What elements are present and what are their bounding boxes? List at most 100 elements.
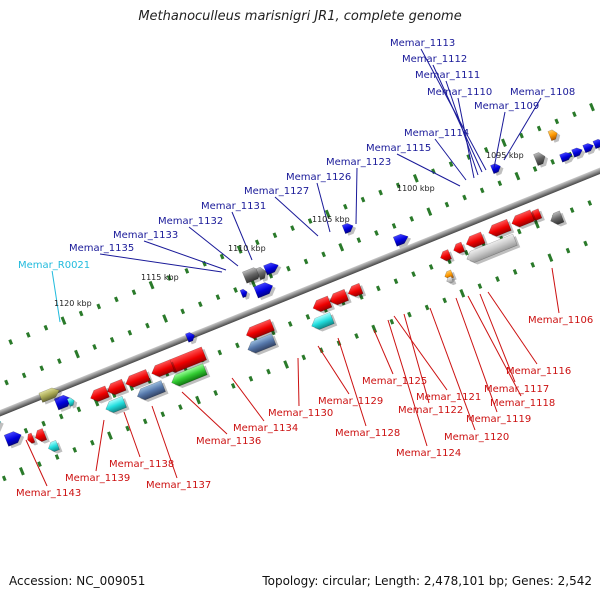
forward-gene-label[interactable]: Memar_1111	[415, 70, 480, 81]
reverse-gene-label[interactable]: Memar_1139	[65, 473, 130, 484]
scale-tick	[160, 411, 166, 418]
scale-tick	[389, 318, 395, 325]
forward-gene-label[interactable]: Memar_1123	[326, 157, 391, 168]
forward-gene-label[interactable]: Memar_1113	[390, 38, 455, 49]
forward-gene-label[interactable]: Memar_1133	[113, 230, 178, 241]
reverse-gene-label[interactable]: Memar_1137	[146, 480, 211, 491]
scale-tick	[78, 310, 84, 317]
reverse-gene-label[interactable]: Memar_1118	[490, 398, 555, 409]
reverse-gene-arrow[interactable]	[135, 380, 166, 403]
reverse-gene-arrow[interactable]	[169, 363, 208, 389]
forward-gene-arrow[interactable]	[559, 150, 573, 163]
forward-gene-arrow[interactable]	[571, 146, 584, 158]
reverse-gene-arrow[interactable]	[548, 210, 565, 227]
scale-tick	[197, 301, 203, 308]
forward-gene-label[interactable]: Memar_1112	[402, 54, 467, 65]
forward-gene-arrow[interactable]	[341, 222, 355, 235]
scale-tick	[127, 329, 133, 336]
reverse-gene-label[interactable]: Memar_1136	[196, 436, 261, 447]
forward-gene-label[interactable]: Memar_1131	[201, 201, 266, 212]
reverse-gene-label[interactable]: Memar_1106	[528, 315, 593, 326]
reverse-gene-label[interactable]: Memar_1120	[444, 432, 509, 443]
scale-tick	[391, 223, 397, 229]
scale-label: 1115 kbp	[141, 273, 179, 282]
reverse-gene-label[interactable]: Memar_1130	[268, 408, 333, 419]
forward-gene-label[interactable]: Memar_1126	[286, 172, 351, 183]
forward-gene-callout-line	[493, 111, 506, 169]
reverse-gene-label[interactable]: Memar_1125	[362, 376, 427, 387]
reverse-gene-label[interactable]: Memar_1134	[233, 423, 298, 434]
scale-tick	[501, 138, 507, 148]
rna-gene-label[interactable]: Memar_R0021	[18, 260, 90, 271]
reverse-gene-arrow[interactable]	[346, 282, 364, 298]
forward-gene-arrow[interactable]	[582, 142, 595, 154]
forward-gene-arrow[interactable]	[253, 280, 275, 299]
reverse-gene-label[interactable]: Memar_1122	[398, 405, 463, 416]
reverse-gene-arrow[interactable]	[327, 288, 350, 307]
forward-gene-label[interactable]: Memar_1135	[69, 243, 134, 254]
reverse-gene-label[interactable]: Memar_1138	[109, 459, 174, 470]
reverse-gene-arrow[interactable]	[309, 311, 335, 331]
topology-value: circular	[322, 574, 367, 588]
forward-gene-arrow[interactable]	[547, 128, 559, 142]
reverse-gene-arrow[interactable]	[246, 333, 277, 356]
reverse-gene-arrow[interactable]	[446, 275, 454, 284]
reverse-gene-arrow[interactable]	[104, 395, 127, 415]
forward-gene-arrow[interactable]	[263, 261, 281, 276]
reverse-gene-arrow[interactable]	[464, 231, 486, 250]
reverse-gene-arrow[interactable]	[33, 428, 48, 443]
reverse-gene-label[interactable]: Memar_1124	[396, 448, 461, 459]
forward-gene-label[interactable]: Memar_1109	[474, 101, 539, 112]
forward-gene-label[interactable]: Memar_1132	[158, 216, 223, 227]
forward-gene-arrow[interactable]	[239, 288, 249, 299]
scale-tick	[360, 196, 366, 203]
scale-tick	[286, 265, 291, 272]
forward-gene-arrow[interactable]	[255, 266, 268, 281]
reverse-gene-label[interactable]: Memar_1119	[466, 414, 531, 425]
reverse-gene-arrow[interactable]	[149, 359, 175, 379]
forward-gene-arrow[interactable]	[592, 138, 600, 150]
scale-tick	[305, 313, 311, 320]
forward-gene-arrow[interactable]	[392, 232, 410, 247]
forward-gene-label[interactable]: Memar_1108	[510, 87, 575, 98]
reverse-gene-label[interactable]: Memar_1128	[335, 428, 400, 439]
forward-gene-arrow[interactable]	[3, 429, 23, 447]
reverse-gene-arrow[interactable]	[88, 385, 110, 404]
forward-gene-arrow[interactable]	[490, 162, 502, 175]
reverse-gene-callout-line	[123, 411, 141, 458]
reverse-gene-arrow[interactable]	[105, 378, 127, 397]
scale-tick	[23, 427, 29, 434]
scale-tick	[307, 218, 313, 224]
reverse-gene-label[interactable]: Memar_1121	[416, 392, 481, 403]
forward-gene-label[interactable]: Memar_1127	[244, 186, 309, 197]
scale-tick	[272, 232, 278, 239]
reverse-gene-label[interactable]: Memar_1116	[506, 366, 571, 377]
reverse-gene-arrow[interactable]	[439, 249, 452, 263]
scale-tick	[512, 269, 518, 275]
reverse-gene-arrow[interactable]	[486, 218, 512, 238]
scale-tick	[166, 275, 172, 281]
scale-tick	[409, 215, 415, 222]
reverse-gene-arrow[interactable]	[26, 432, 36, 445]
reverse-gene-arrow[interactable]	[311, 295, 333, 314]
reverse-gene-label[interactable]: Memar_1117	[484, 384, 549, 395]
scale-tick	[195, 395, 201, 405]
forward-gene-label[interactable]: Memar_1110	[427, 87, 492, 98]
reverse-gene-arrow[interactable]	[465, 233, 518, 265]
scale-tick	[8, 339, 13, 345]
forward-gene-label[interactable]: Memar_1114	[404, 128, 469, 139]
scale-tick	[60, 316, 67, 325]
reverse-gene-label[interactable]: Memar_1129	[318, 396, 383, 407]
forward-gene-arrow[interactable]	[66, 397, 76, 407]
reverse-gene-label[interactable]: Memar_1143	[16, 488, 81, 499]
forward-gene-arrow[interactable]	[38, 386, 61, 403]
reverse-gene-arrow[interactable]	[452, 241, 466, 255]
reverse-gene-arrow[interactable]	[46, 439, 60, 453]
forward-gene-label[interactable]: Memar_1115	[366, 143, 431, 154]
forward-gene-arrow[interactable]	[185, 331, 196, 343]
reverse-gene-arrow[interactable]	[124, 369, 151, 389]
forward-gene-arrow[interactable]	[533, 151, 548, 166]
forward-gene-callout-line	[457, 97, 475, 179]
reverse-gene-arrow[interactable]	[244, 318, 275, 341]
reverse-gene-arrow[interactable]	[510, 209, 535, 229]
